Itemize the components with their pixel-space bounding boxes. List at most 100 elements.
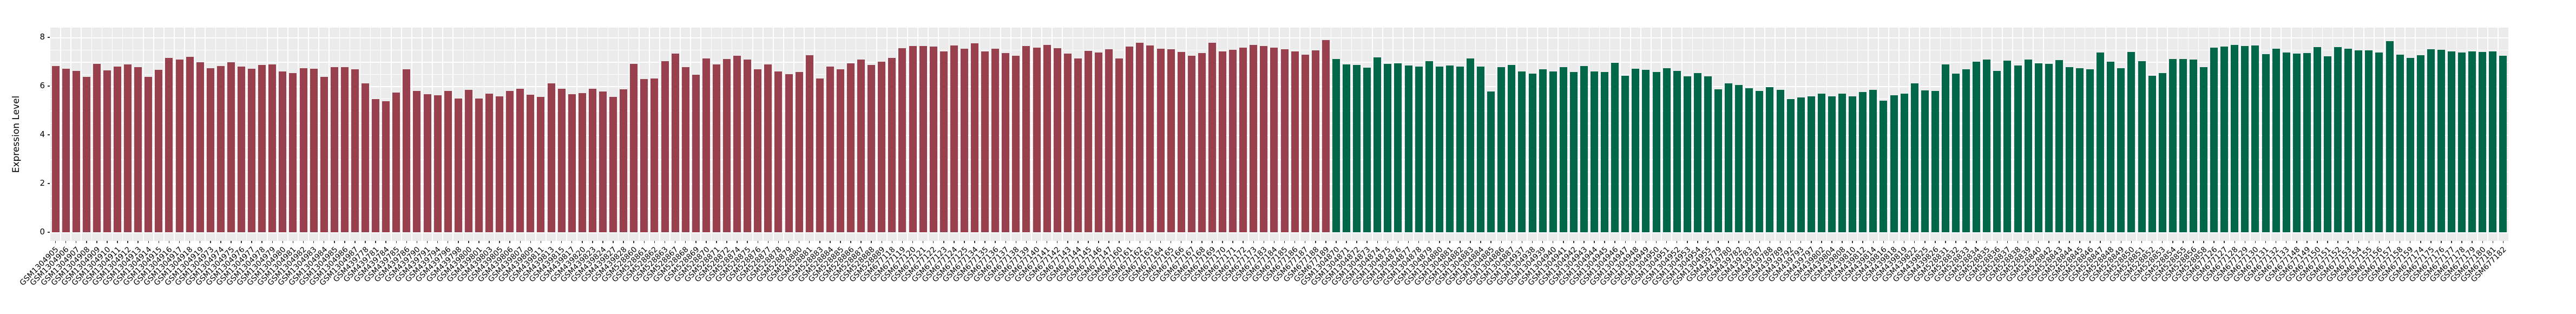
x-gridline [1454, 28, 1456, 241]
x-tick [1273, 241, 1275, 243]
bar-GSM439808 [1838, 94, 1846, 232]
bar-GSM677133 [2282, 52, 2290, 232]
x-gridline [2053, 28, 2055, 241]
x-gridline [1361, 28, 1363, 241]
bar-GSM677143 [1063, 53, 1072, 232]
x-tick [1728, 241, 1729, 243]
bar-GSM439828 [620, 89, 628, 232]
bar-GSM1304914 [144, 77, 153, 232]
bar-GSM528872 [723, 59, 731, 232]
x-gridline [1320, 28, 1322, 241]
x-tick [602, 241, 603, 243]
x-tick [2203, 241, 2204, 243]
x-tick [530, 241, 531, 243]
bar-GSM439785 [392, 93, 400, 232]
x-gridline [380, 28, 382, 241]
x-gridline [2115, 28, 2117, 241]
bar-GSM677159 [2406, 57, 2414, 232]
x-gridline [1681, 28, 1683, 241]
x-tick [2482, 241, 2483, 243]
x-tick [1046, 241, 1048, 243]
x-tick [1542, 241, 1543, 243]
bar-GSM1304981 [289, 73, 297, 232]
x-tick [2306, 241, 2308, 243]
x-gridline [1775, 28, 1776, 241]
y-gridline-major [50, 86, 2508, 87]
bar-GSM1304919 [196, 62, 204, 232]
bar-GSM528832 [1952, 73, 1960, 232]
bar-GSM677175 [2427, 49, 2435, 232]
x-tick [2441, 241, 2442, 243]
bar-GSM677162 [1136, 43, 1144, 232]
bar-GSM439787 [1756, 91, 1764, 232]
x-gridline [1247, 28, 1249, 241]
bar-GSM528837 [2003, 60, 2012, 232]
bar-GSM1304937 [1518, 71, 1526, 232]
x-gridline [834, 28, 836, 241]
bar-GSM528868 [681, 67, 689, 232]
x-tick [561, 241, 562, 243]
bar-GSM1304915 [155, 70, 163, 232]
x-tick [2399, 241, 2401, 243]
bar-GSM677165 [1167, 49, 1175, 232]
x-tick [2151, 241, 2153, 243]
x-gridline [370, 28, 371, 241]
x-tick [850, 241, 851, 243]
x-tick [550, 241, 552, 243]
bar-GSM1304918 [186, 56, 194, 232]
x-gridline [215, 28, 216, 241]
x-gridline [628, 28, 629, 241]
x-tick [737, 241, 738, 243]
bar-GSM439827 [609, 96, 617, 232]
bar-GSM439804 [1828, 96, 1836, 232]
x-tick [778, 241, 779, 243]
bar-GSM439779 [1714, 89, 1723, 232]
x-gridline [731, 28, 733, 241]
x-tick [984, 241, 985, 243]
x-gridline [1846, 28, 1848, 241]
bar-GSM677139 [1022, 46, 1030, 232]
bar-GSM439784 [382, 101, 390, 232]
bar-GSM439810 [1849, 96, 1857, 232]
bar-GSM677151 [2324, 56, 2332, 232]
x-tick [1532, 241, 1533, 243]
x-gridline [1485, 28, 1487, 241]
x-tick [1077, 241, 1079, 243]
x-gridline [2033, 28, 2034, 241]
bar-GSM677177 [2448, 51, 2456, 232]
x-tick [2059, 241, 2060, 243]
bar-GSM677138 [1012, 55, 1020, 232]
x-gridline [266, 28, 268, 241]
x-gridline [1929, 28, 1931, 241]
x-gridline [2198, 28, 2199, 241]
x-tick [1377, 241, 1378, 243]
x-gridline [649, 28, 650, 241]
x-tick [767, 241, 769, 243]
x-tick [1356, 241, 1357, 243]
x-gridline [1134, 28, 1135, 241]
x-gridline [2187, 28, 2189, 241]
x-tick [1625, 241, 1626, 243]
x-tick [75, 241, 77, 243]
bar-GSM1304946 [1611, 63, 1619, 232]
x-tick [1180, 241, 1182, 243]
x-gridline [442, 28, 443, 241]
bar-GSM528861 [640, 78, 648, 232]
x-gridline [556, 28, 557, 241]
x-gridline [205, 28, 206, 241]
x-tick [964, 241, 965, 243]
bar-GSM528849 [2117, 68, 2125, 232]
bar-GSM528885 [836, 69, 844, 232]
bar-GSM439818 [1890, 95, 1898, 232]
bar-GSM677164 [1156, 48, 1165, 232]
x-tick [251, 241, 252, 243]
x-tick [1707, 241, 1708, 243]
y-tick [48, 134, 50, 135]
x-gridline [308, 28, 309, 241]
bar-GSM439793 [1797, 97, 1805, 232]
x-gridline [504, 28, 505, 241]
bar-GSM439814 [1869, 89, 1877, 232]
bar-GSM528876 [754, 69, 762, 232]
x-gridline [411, 28, 412, 241]
bar-GSM1304986 [340, 67, 349, 232]
